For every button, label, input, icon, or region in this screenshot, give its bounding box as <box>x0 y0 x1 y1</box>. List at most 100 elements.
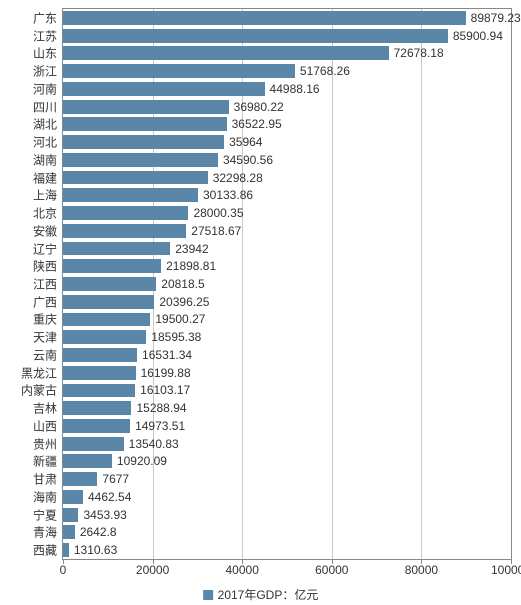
bar-value-label: 85900.94 <box>453 29 503 43</box>
bar-row: 黑龙江16199.88 <box>63 364 511 382</box>
gdp-bar-chart: 020000400006000080000100000广东89879.23江苏8… <box>0 0 521 605</box>
bar-value-label: 32298.28 <box>213 171 263 185</box>
category-label: 海南 <box>33 488 63 505</box>
category-label: 广西 <box>33 293 63 310</box>
bar-value-label: 27518.67 <box>191 224 241 238</box>
category-label: 河南 <box>33 80 63 97</box>
category-label: 湖北 <box>33 116 63 133</box>
bar-value-label: 36980.22 <box>234 100 284 114</box>
bar <box>63 419 130 433</box>
category-label: 宁夏 <box>33 506 63 523</box>
category-label: 吉林 <box>33 400 63 417</box>
bar-value-label: 28000.35 <box>193 206 243 220</box>
bar-value-label: 23942 <box>175 242 208 256</box>
bar-row: 宁夏3453.93 <box>63 506 511 524</box>
category-label: 新疆 <box>33 453 63 470</box>
category-label: 江苏 <box>33 27 63 44</box>
category-label: 辽宁 <box>33 240 63 257</box>
bar <box>63 277 156 291</box>
plot-area: 020000400006000080000100000广东89879.23江苏8… <box>62 8 512 560</box>
bar <box>63 330 146 344</box>
bar-row: 吉林15288.94 <box>63 399 511 417</box>
category-label: 云南 <box>33 346 63 363</box>
bar-value-label: 13540.83 <box>129 437 179 451</box>
bar-value-label: 7677 <box>102 472 129 486</box>
bar <box>63 11 466 25</box>
category-label: 山东 <box>33 45 63 62</box>
bar <box>63 366 136 380</box>
bar <box>63 437 124 451</box>
bar-value-label: 72678.18 <box>394 46 444 60</box>
category-label: 浙江 <box>33 63 63 80</box>
category-label: 内蒙古 <box>21 382 63 399</box>
bar <box>63 348 137 362</box>
category-label: 四川 <box>33 98 63 115</box>
bar-value-label: 44988.16 <box>270 82 320 96</box>
bar-value-label: 30133.86 <box>203 188 253 202</box>
bar-value-label: 36522.95 <box>232 117 282 131</box>
category-label: 西藏 <box>33 542 63 559</box>
bar-row: 天津18595.38 <box>63 328 511 346</box>
bar-value-label: 89879.23 <box>471 11 521 25</box>
bar-row: 福建32298.28 <box>63 169 511 187</box>
category-label: 河北 <box>33 134 63 151</box>
bar-value-label: 18595.38 <box>151 330 201 344</box>
bar-value-label: 2642.8 <box>80 525 117 539</box>
category-label: 福建 <box>33 169 63 186</box>
bar-value-label: 35964 <box>229 135 262 149</box>
bar <box>63 454 112 468</box>
category-label: 湖南 <box>33 151 63 168</box>
bar <box>63 295 154 309</box>
bar <box>63 100 229 114</box>
bar <box>63 171 208 185</box>
bar <box>63 313 150 327</box>
bar-row: 新疆10920.09 <box>63 453 511 471</box>
x-tick-label: 100000 <box>491 559 521 577</box>
bar-row: 河北35964 <box>63 133 511 151</box>
bar-row: 西藏1310.63 <box>63 541 511 559</box>
category-label: 上海 <box>33 187 63 204</box>
bar-row: 湖北36522.95 <box>63 115 511 133</box>
bar-row: 海南4462.54 <box>63 488 511 506</box>
x-tick-label: 80000 <box>405 559 438 577</box>
category-label: 山西 <box>33 417 63 434</box>
bar <box>63 490 83 504</box>
bar <box>63 29 448 43</box>
bar-value-label: 15288.94 <box>136 401 186 415</box>
x-tick-label: 40000 <box>226 559 259 577</box>
bar-row: 山西14973.51 <box>63 417 511 435</box>
bar-row: 四川36980.22 <box>63 98 511 116</box>
bar-value-label: 51768.26 <box>300 64 350 78</box>
bar-value-label: 10920.09 <box>117 454 167 468</box>
legend: 2017年GDP：亿元 <box>203 586 319 603</box>
category-label: 重庆 <box>33 311 63 328</box>
bar-row: 甘肃7677 <box>63 470 511 488</box>
x-tick-label: 0 <box>60 559 67 577</box>
bar <box>63 543 69 557</box>
bar-value-label: 20396.25 <box>159 295 209 309</box>
x-tick-label: 60000 <box>315 559 348 577</box>
x-tick-label: 20000 <box>136 559 169 577</box>
category-label: 甘肃 <box>33 471 63 488</box>
bar <box>63 46 389 60</box>
bar-row: 辽宁23942 <box>63 240 511 258</box>
bar-row: 重庆19500.27 <box>63 311 511 329</box>
category-label: 青海 <box>33 524 63 541</box>
bar-value-label: 20818.5 <box>161 277 204 291</box>
bar <box>63 259 161 273</box>
bar-value-label: 16531.34 <box>142 348 192 362</box>
legend-swatch <box>203 590 213 600</box>
category-label: 北京 <box>33 205 63 222</box>
category-label: 天津 <box>33 329 63 346</box>
bar <box>63 188 198 202</box>
bar <box>63 206 188 220</box>
bar <box>63 508 78 522</box>
bar <box>63 153 218 167</box>
bar-row: 青海2642.8 <box>63 524 511 542</box>
bar <box>63 117 227 131</box>
bar <box>63 224 186 238</box>
category-label: 黑龙江 <box>21 364 63 381</box>
bar-row: 江西20818.5 <box>63 275 511 293</box>
bar-value-label: 34590.56 <box>223 153 273 167</box>
bar <box>63 64 295 78</box>
